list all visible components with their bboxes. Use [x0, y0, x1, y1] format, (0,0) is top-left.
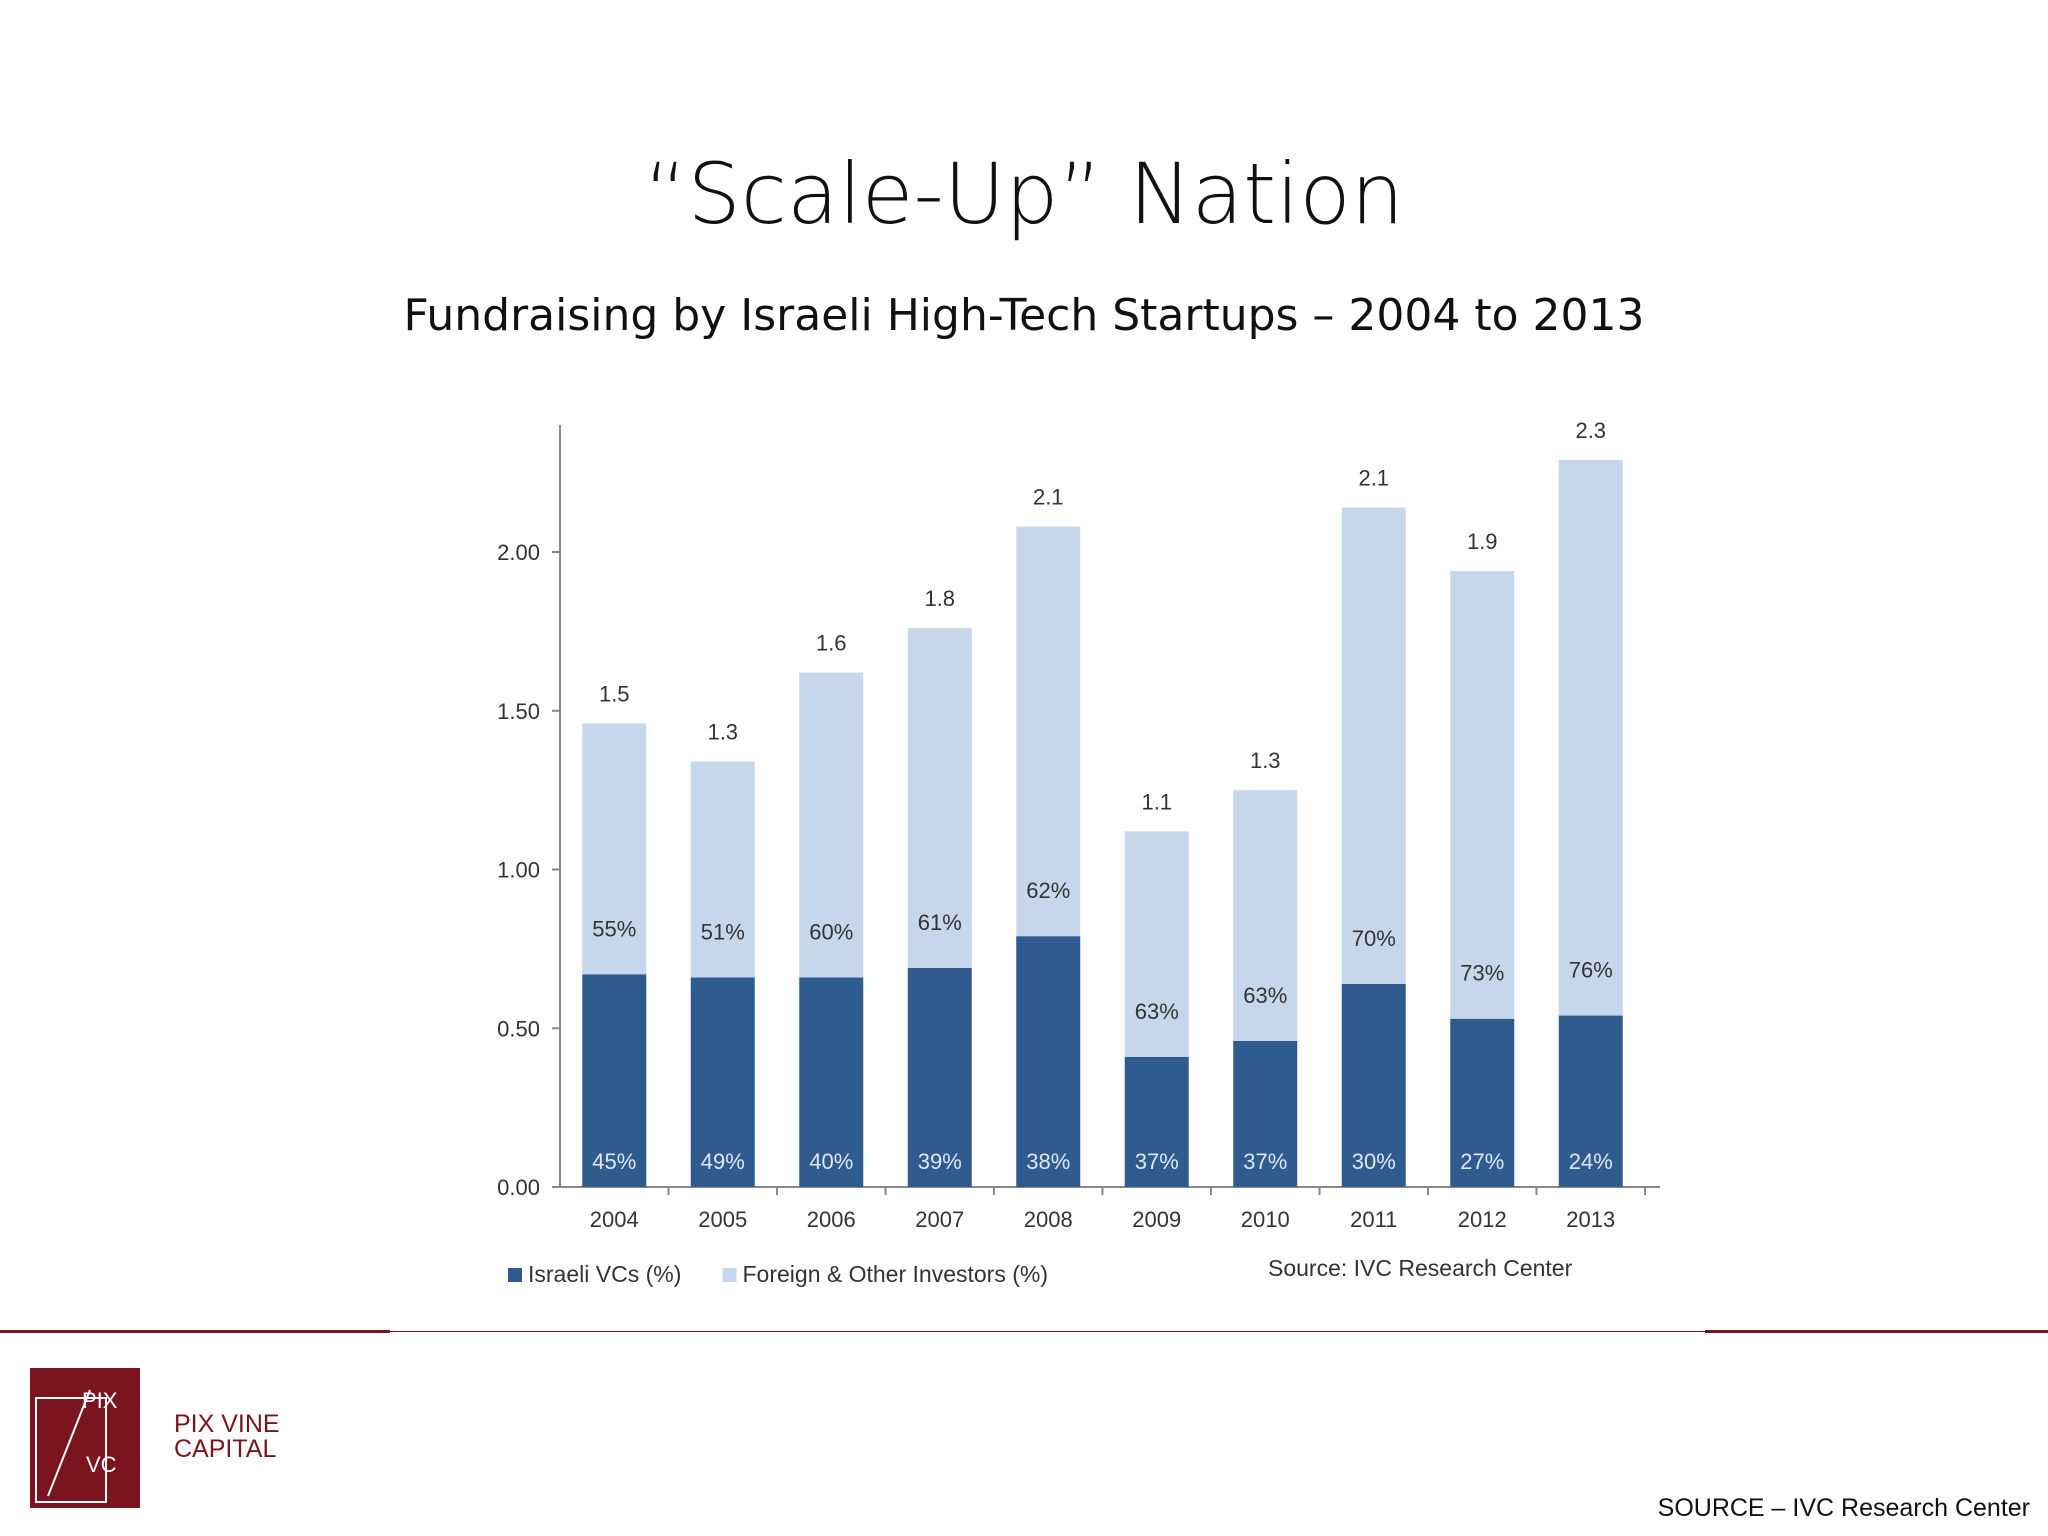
bars-group: 45% 55% 1.5 49% 51% 1.3 40% 60% 1.6 39% 61% 1.8 38% 6… [582, 420, 1623, 1187]
bar-foreign-investors [1233, 790, 1298, 1041]
bar-israeli-vcs [1558, 1015, 1623, 1187]
logo-text-bottom: VC [86, 1452, 117, 1477]
data-label-total: 1.3 [1250, 748, 1281, 773]
data-label-total: 2.3 [1575, 420, 1606, 443]
slide-title: “Scale-Up” Nation [643, 145, 1405, 243]
logo-frame [35, 1397, 107, 1503]
data-label-israeli-vcs: 24% [1569, 1149, 1613, 1174]
slide-subtitle: Fundraising by Israeli High-Tech Startup… [403, 290, 1645, 341]
pix-vine-logo: PIX VC [30, 1368, 140, 1508]
data-label-israeli-vcs: 45% [592, 1149, 636, 1174]
bar-foreign-investors [799, 672, 864, 978]
y-axis: 0.00 0.50 1.00 1.50 2.00 [497, 425, 561, 1200]
y-tick-label: 0.00 [497, 1175, 540, 1200]
stacked-bar-chart: 0.000.501.001.502.00 2004 2005 2006 2007 200… [497, 420, 1660, 1287]
brand-name-line1: PIX VINE [174, 1410, 280, 1438]
bar-israeli-vcs [907, 967, 972, 1187]
bar-israeli-vcs [1124, 1056, 1189, 1187]
data-label-foreign-investors: 73% [1460, 961, 1504, 986]
brand-name: PIX VINE CAPITAL [174, 1412, 280, 1462]
x-tick-label: 2010 [1241, 1207, 1290, 1232]
bar-israeli-vcs [799, 977, 864, 1187]
legend-label: Israeli VCs (%) [528, 1261, 681, 1287]
x-tick-label: 2013 [1566, 1207, 1615, 1232]
footer-source: SOURCE – IVC Research Center [1657, 1494, 2030, 1522]
bar-israeli-vcs [1341, 983, 1406, 1187]
chart-legend: Israeli VCs (%) Foreign & Other Investors… [508, 1261, 1048, 1287]
chart-source-note: Source: IVC Research Center [1268, 1255, 1573, 1281]
bar-foreign-investors [1558, 459, 1623, 1016]
data-label-israeli-vcs: 37% [1135, 1149, 1179, 1174]
x-tick-label: 2012 [1458, 1207, 1507, 1232]
data-label-foreign-investors: 63% [1243, 983, 1287, 1008]
x-tick-label: 2011 [1350, 1207, 1397, 1232]
data-label-foreign-investors: 76% [1569, 958, 1613, 983]
data-label-foreign-investors: 70% [1352, 926, 1396, 951]
legend-swatch [508, 1268, 522, 1282]
y-tick-label: 1.00 [497, 858, 540, 883]
footer-rule-left [0, 1330, 390, 1333]
footer-rule-center [390, 1331, 1705, 1332]
legend-swatch [722, 1268, 737, 1282]
x-tick-label: 2008 [1024, 1207, 1073, 1232]
data-label-total: 1.6 [816, 631, 847, 656]
bar-foreign-investors [1341, 507, 1406, 984]
data-label-foreign-investors: 55% [592, 916, 636, 941]
data-label-total: 1.5 [599, 681, 630, 706]
y-tick-label: 1.50 [497, 699, 540, 724]
data-label-israeli-vcs: 30% [1352, 1149, 1396, 1174]
bar-israeli-vcs [582, 974, 647, 1187]
bar-israeli-vcs [690, 977, 755, 1187]
data-label-foreign-investors: 60% [809, 919, 853, 944]
data-label-foreign-investors: 62% [1026, 878, 1070, 903]
x-tick-label: 2004 [590, 1207, 639, 1232]
bar-israeli-vcs [1450, 1018, 1515, 1187]
bar-foreign-investors [1124, 831, 1189, 1057]
data-label-total: 1.1 [1141, 789, 1172, 814]
bar-israeli-vcs [1016, 936, 1081, 1187]
data-label-total: 2.1 [1358, 466, 1389, 491]
x-axis: 2004 2005 2006 2007 2008 2009 2010 2011 2012 2013 [560, 1186, 1660, 1232]
x-tick-label: 2009 [1132, 1207, 1181, 1232]
data-label-foreign-investors: 63% [1135, 999, 1179, 1024]
data-label-israeli-vcs: 38% [1026, 1149, 1070, 1174]
bar-foreign-investors [690, 761, 755, 978]
legend-label: Foreign & Other Investors (%) [743, 1261, 1049, 1287]
data-label-israeli-vcs: 39% [918, 1149, 962, 1174]
brand-name-line2: CAPITAL [174, 1435, 277, 1463]
bar-foreign-investors [907, 628, 972, 968]
data-label-israeli-vcs: 49% [701, 1149, 745, 1174]
x-tick-label: 2005 [698, 1207, 747, 1232]
data-label-total: 1.8 [924, 586, 955, 611]
data-label-israeli-vcs: 40% [809, 1149, 853, 1174]
logo-text-top: PIX [82, 1388, 118, 1413]
bar-foreign-investors [1016, 526, 1081, 937]
y-tick-label: 0.50 [497, 1016, 540, 1041]
x-tick-label: 2007 [915, 1207, 964, 1232]
data-label-foreign-investors: 51% [701, 919, 745, 944]
data-label-israeli-vcs: 27% [1460, 1149, 1504, 1174]
x-tick-label: 2006 [807, 1207, 856, 1232]
bar-israeli-vcs [1233, 1040, 1298, 1187]
logo-background [30, 1368, 140, 1508]
bar-foreign-investors [1450, 571, 1515, 1019]
data-label-foreign-investors: 61% [918, 910, 962, 935]
bar-foreign-investors [582, 723, 647, 975]
data-label-total: 1.9 [1467, 529, 1498, 554]
y-tick-label: 2.00 [497, 540, 540, 565]
data-label-total: 1.3 [707, 720, 738, 745]
data-label-total: 2.1 [1033, 485, 1064, 510]
data-label-israeli-vcs: 37% [1243, 1149, 1287, 1174]
logo-slash [47, 1389, 91, 1497]
footer-rule-right [1705, 1330, 2048, 1333]
